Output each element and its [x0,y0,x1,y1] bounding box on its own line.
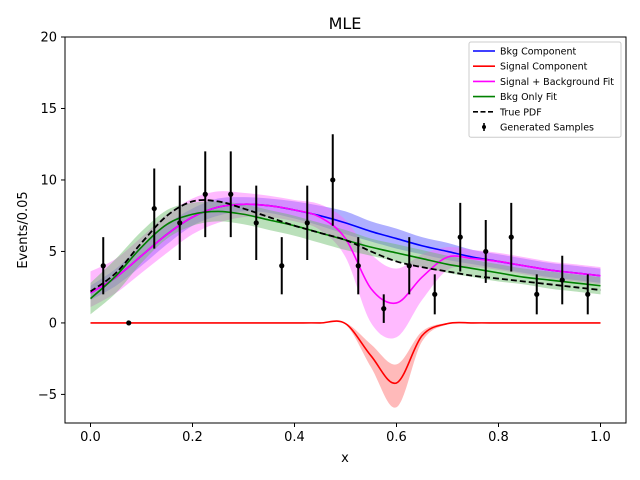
sample-point [508,234,514,240]
sample-point [559,277,565,283]
x-tick-label: 0.0 [80,430,101,445]
sample-point [534,291,540,297]
sample-point [406,263,412,269]
sample-point [355,263,361,269]
sample-point [330,177,336,183]
axes-frame [64,36,627,424]
sample-point [151,205,157,212]
x-tick-label: 0.6 [386,430,407,445]
x-tick-label: 0.4 [284,430,305,445]
sample-point [279,263,285,269]
legend-label-true-pdf: True PDF [499,107,542,118]
sample-point [381,306,387,312]
signal-component-line [90,320,601,384]
sample-point [100,263,106,269]
legend-marker-generated-samples [482,125,486,129]
x-tick-label: 0.2 [182,430,203,445]
legend-label-generated-samples: Generated Samples [500,123,594,134]
legend-label-signal-component: Signal Component [500,62,588,73]
x-tick-label: 1.0 [590,430,611,445]
sample-point [304,220,310,226]
plot-area: 0.0 0.2 0.4 0.6 0.8 1.0 −5 0 5 10 15 20 [38,31,627,445]
sample-point [228,191,234,197]
true-pdf-line [89,199,601,293]
signal-background-fit-line [90,203,601,305]
sample-point [432,291,438,297]
sample-point [585,291,591,297]
legend-label-bkg-only-fit: Bkg Only Fit [500,92,557,103]
sample-point [253,220,259,226]
y-tick-label: −5 [38,388,57,403]
legend: Bkg Component Signal Component Signal + Ba… [468,41,622,138]
bkg-component-band [90,197,601,301]
legend-label-bkg-component: Bkg Component [500,47,576,58]
legend-label-signal-background-fit: Signal + Background Fit [500,77,614,88]
sample-point [126,320,132,326]
sample-point [457,234,463,240]
signal-background-fit-band [90,191,601,339]
y-axis-label: Events/0.05 [16,191,31,268]
sample-point [202,191,208,197]
y-tick-label: 20 [40,31,57,46]
x-tick-label: 0.8 [488,430,509,445]
y-tick-label: 5 [49,245,57,260]
x-axis-label: x [341,451,349,466]
y-tick-label: 15 [40,102,57,117]
legend-box [468,41,622,138]
chart-title: MLE [329,14,362,33]
y-tick-label: 0 [49,316,57,331]
y-tick-label: 10 [40,173,57,188]
sample-point [177,220,183,226]
bkg-only-fit-line [89,210,601,300]
sample-point [483,248,489,255]
